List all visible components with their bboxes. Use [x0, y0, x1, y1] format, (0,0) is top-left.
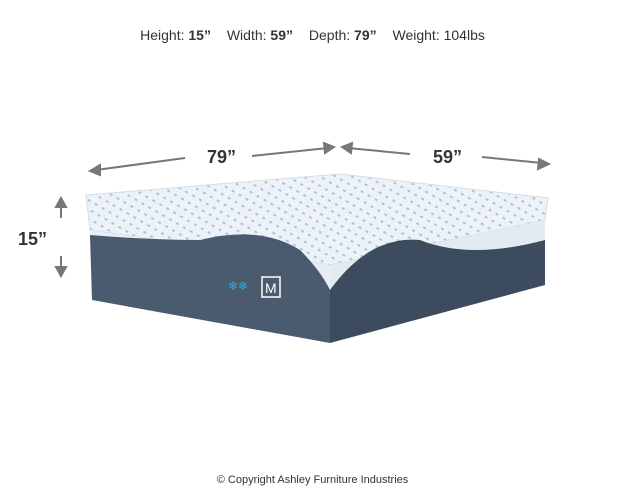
svg-text:M: M	[265, 280, 277, 296]
brand-logo-icon: ❄❄ M	[228, 276, 281, 298]
spec-height: Height: 15”	[140, 27, 211, 43]
height-dimension-label: 15”	[18, 229, 48, 249]
spec-depth: Depth: 79”	[308, 27, 377, 43]
copyright-text: © Copyright Ashley Furniture Industries	[216, 474, 409, 486]
mattress-base	[90, 234, 330, 343]
svg-text:❄❄: ❄❄	[228, 279, 248, 293]
product-specs: Height: 15” Width: 59” Depth: 79” Weight…	[0, 27, 625, 43]
width-dimension-label: 59”	[433, 147, 463, 167]
depth-dimension-label: 79”	[207, 147, 237, 167]
dimension-arrows	[54, 141, 552, 279]
spec-width: Width: 59”	[226, 27, 293, 43]
spec-weight: Weight: 104lbs	[392, 27, 485, 43]
